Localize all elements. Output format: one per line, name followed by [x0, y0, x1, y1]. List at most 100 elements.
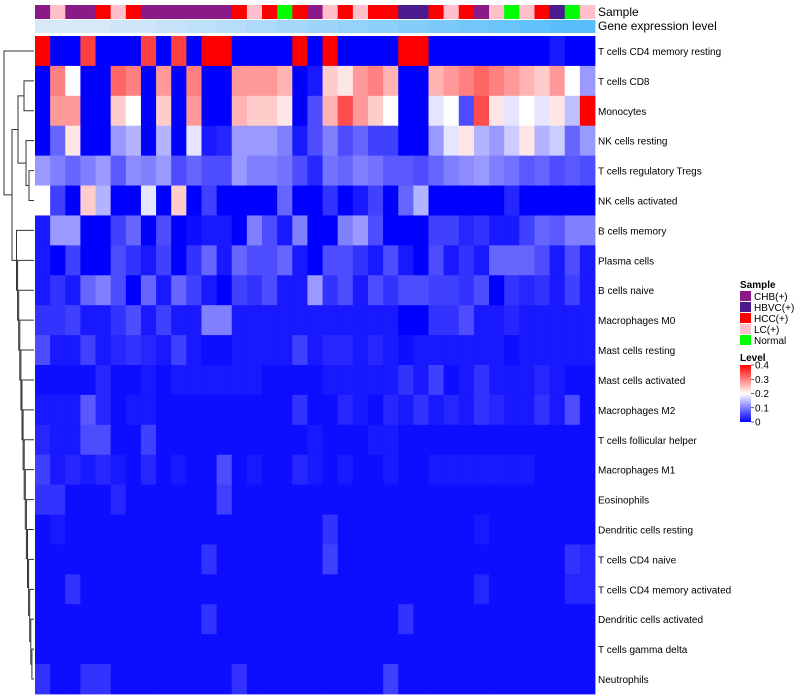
heatmap-cell [443, 365, 460, 396]
gene-annotation-cell [216, 20, 233, 33]
dendrogram-branch [11, 128, 18, 261]
heatmap-cell [504, 454, 520, 486]
heatmap-cell [337, 365, 354, 396]
heatmap-cell [367, 275, 384, 306]
heatmap-cell [337, 514, 354, 545]
heatmap-cell [140, 155, 157, 186]
sample-annotation-cell [216, 5, 233, 19]
heatmap-cell [80, 365, 96, 396]
heatmap-cell [322, 484, 339, 515]
heatmap-cell [519, 125, 535, 157]
heatmap-cell [65, 394, 81, 426]
heatmap-cell [413, 664, 429, 695]
heatmap-cell [262, 65, 278, 97]
sample-annotation-cell [534, 5, 550, 19]
heatmap-cell [413, 634, 429, 665]
heatmap-cell [80, 95, 96, 127]
heatmap-cell [186, 335, 202, 366]
heatmap-cell [564, 185, 581, 216]
heatmap-cell [216, 604, 233, 635]
heatmap-cell [110, 634, 127, 665]
heatmap-cell [549, 215, 566, 246]
heatmap-cell [95, 155, 112, 186]
gene-annotation-cell [473, 20, 490, 33]
heatmap-cell [383, 245, 399, 276]
heatmap-cell [398, 275, 414, 306]
sample-annotation-cell [140, 5, 157, 19]
heatmap-cell [504, 484, 520, 515]
gene-annotation-cell [292, 20, 308, 33]
gene-annotation-cell [337, 20, 354, 33]
heatmap-cell [216, 95, 233, 127]
heatmap-cell [216, 365, 233, 396]
sample-annotation-cell [428, 5, 445, 19]
sample-annotation-cell [504, 5, 520, 19]
heatmap-cell [352, 305, 369, 336]
heatmap-cell [80, 574, 96, 605]
heatmap-cell [95, 185, 112, 216]
gene-annotation-cell [534, 20, 550, 33]
heatmap-cell [95, 305, 112, 336]
heatmap-cell [216, 215, 233, 246]
heatmap-cell [80, 424, 96, 456]
heatmap-cell [186, 514, 202, 545]
heatmap-cell [80, 514, 96, 545]
heatmap-cell [383, 664, 399, 695]
heatmap-cell [534, 155, 550, 186]
heatmap-cell [156, 305, 172, 336]
heatmap-cell [337, 65, 354, 97]
heatmap-cell [564, 664, 581, 695]
row-label: Mast cells activated [598, 376, 685, 387]
heatmap-cell [110, 454, 127, 486]
sample-annotation-cell [443, 5, 460, 19]
heatmap-cell [564, 484, 581, 515]
heatmap-cell [307, 365, 323, 396]
heatmap-cell [367, 65, 384, 97]
row-label: Macrophages M2 [598, 406, 676, 417]
heatmap-cell [50, 185, 66, 216]
heatmap-cell [413, 604, 429, 635]
heatmap-cell [337, 125, 354, 157]
heatmap-cell [322, 335, 339, 366]
heatmap-cell [262, 155, 278, 186]
heatmap-cell [322, 454, 339, 486]
heatmap-cell [337, 664, 354, 695]
heatmap-cell [398, 604, 414, 635]
dendrogram-branch [28, 170, 34, 201]
heatmap-cell [398, 305, 414, 336]
heatmap-cell [564, 394, 581, 426]
heatmap-cell [171, 215, 187, 246]
heatmap-cell [549, 65, 566, 97]
heatmap-cell [473, 36, 490, 67]
heatmap-cell [367, 245, 384, 276]
heatmap-cell [171, 185, 187, 216]
heatmap-cell [473, 454, 490, 486]
heatmap-cell [519, 514, 535, 545]
heatmap-cell [564, 424, 581, 456]
heatmap-cell [428, 275, 445, 306]
heatmap-cell [231, 365, 248, 396]
heatmap-cell [216, 275, 233, 306]
heatmap-cell [504, 215, 520, 246]
heatmap-cell [201, 215, 218, 246]
heatmap-cell [125, 95, 142, 127]
level-legend-tick-label: 0 [755, 418, 761, 429]
heatmap-cell [504, 544, 520, 575]
heatmap-cell [110, 95, 127, 127]
heatmap-cell [171, 574, 187, 605]
heatmap-cell [398, 544, 414, 575]
heatmap-cell [140, 544, 157, 575]
gene-annotation-cell [352, 20, 369, 33]
heatmap-cell [307, 454, 323, 486]
heatmap-cell [322, 36, 339, 67]
gene-annotation-cell [489, 20, 505, 33]
sample-annotation-cell [473, 5, 490, 19]
heatmap-cell [277, 484, 293, 515]
heatmap-cell [231, 394, 248, 426]
sample-annotation-cell [110, 5, 127, 19]
heatmap-cell [504, 65, 520, 97]
heatmap-cell [579, 125, 596, 157]
heatmap-cell [367, 155, 384, 186]
heatmap-cell [292, 365, 308, 396]
heatmap-cell [352, 664, 369, 695]
